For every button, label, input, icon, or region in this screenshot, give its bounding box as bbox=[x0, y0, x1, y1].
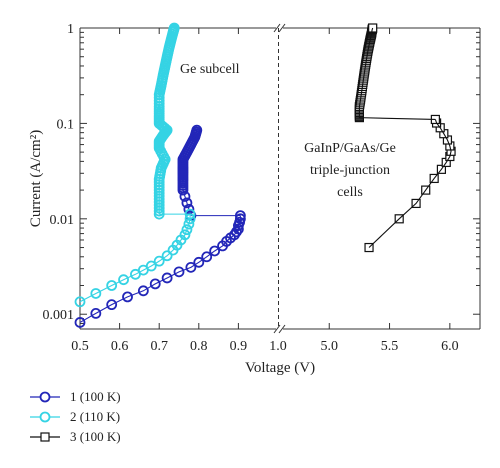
legend-swatch bbox=[30, 411, 60, 423]
y-tick-label: 1 bbox=[67, 22, 74, 37]
data-point bbox=[145, 260, 157, 272]
legend-item: 3 (100 K) bbox=[28, 427, 121, 447]
data-point bbox=[106, 299, 118, 311]
annotation-ge-subcell: Ge subcell bbox=[180, 62, 240, 77]
legend-marker bbox=[39, 411, 51, 423]
series-3-100-k- bbox=[354, 23, 456, 253]
legend-swatch bbox=[30, 432, 60, 442]
legend-item: 2 (110 K) bbox=[28, 407, 121, 427]
plot-area bbox=[74, 22, 456, 328]
data-point bbox=[201, 251, 213, 263]
x-tick-label: 5.5 bbox=[381, 339, 399, 354]
axis-break-mark-top bbox=[273, 23, 281, 33]
annotation-triple-junction: triple-junction bbox=[310, 163, 390, 178]
axis-break-mark-top bbox=[278, 23, 286, 33]
legend-label: 2 (110 K) bbox=[70, 409, 121, 424]
x-tick-label: 0.6 bbox=[111, 339, 129, 354]
data-point bbox=[118, 274, 129, 286]
data-point bbox=[193, 256, 205, 268]
data-point bbox=[168, 22, 180, 34]
x-tick-label: 0.9 bbox=[230, 339, 248, 354]
legend-label: 1 (100 K) bbox=[70, 389, 121, 404]
y-tick-label: 0.01 bbox=[50, 213, 75, 228]
chart-figure: 0.001 0.01 0.1 1 0.5 0.6 0.7 0.8 0.9 1.0 5.0 5.5 6.0… bbox=[28, 22, 481, 376]
legend-item: 1 (100 K) bbox=[28, 387, 121, 407]
legend: 1 (100 K) 2 (110 K) 3 (100 K) bbox=[28, 387, 121, 447]
legend-label: 3 (100 K) bbox=[70, 429, 121, 444]
annotation-triple-junction: GaInP/GaAs/Ge bbox=[304, 141, 396, 156]
data-point bbox=[234, 213, 246, 225]
data-point bbox=[183, 218, 195, 230]
series-line bbox=[79, 215, 241, 323]
x-tick-label: 5.0 bbox=[320, 339, 338, 354]
data-point bbox=[231, 226, 242, 238]
series-2-110-k- bbox=[74, 22, 196, 308]
y-axis-label: Current (A/cm²) bbox=[28, 130, 44, 227]
data-point bbox=[161, 250, 173, 262]
data-point bbox=[191, 124, 203, 136]
y-tick-label: 0.001 bbox=[43, 308, 75, 323]
series-line bbox=[79, 214, 191, 303]
x-tick-label: 1.0 bbox=[269, 339, 287, 354]
data-point bbox=[122, 291, 133, 303]
series-line bbox=[368, 119, 452, 248]
data-point bbox=[185, 261, 197, 273]
series-branch-line bbox=[358, 27, 374, 118]
data-point bbox=[90, 288, 102, 299]
axis-break-mark-bottom bbox=[273, 324, 281, 334]
data-point bbox=[106, 280, 118, 291]
data-point bbox=[173, 266, 185, 278]
data-point bbox=[179, 229, 191, 241]
data-point bbox=[209, 245, 221, 257]
x-tick-label: 0.5 bbox=[71, 339, 89, 354]
data-point bbox=[153, 255, 165, 267]
data-point bbox=[74, 296, 86, 308]
x-tick-label: 0.7 bbox=[150, 339, 168, 354]
data-point bbox=[130, 268, 141, 280]
data-point bbox=[74, 317, 86, 328]
data-point bbox=[181, 224, 193, 236]
x-tick-label: 6.0 bbox=[441, 339, 459, 354]
legend-marker bbox=[40, 432, 50, 442]
annotation-triple-junction: cells bbox=[337, 185, 363, 200]
x-axis-label: Voltage (V) bbox=[245, 360, 315, 376]
series-jump-line bbox=[359, 117, 436, 121]
data-point bbox=[90, 308, 102, 319]
data-point bbox=[137, 285, 149, 297]
series-branch-line bbox=[158, 27, 175, 215]
series-branch-line bbox=[182, 129, 198, 216]
chart-labels: 0.001 0.01 0.1 1 0.5 0.6 0.7 0.8 0.9 1.0 5.0 5.5 6.0… bbox=[28, 22, 459, 376]
y-tick-label: 0.1 bbox=[57, 117, 75, 132]
axis-break-mark-bottom bbox=[278, 324, 286, 334]
data-point bbox=[149, 278, 161, 290]
x-tick-label: 0.8 bbox=[190, 339, 208, 354]
data-point bbox=[181, 197, 193, 209]
legend-swatch bbox=[30, 391, 60, 403]
data-point bbox=[161, 272, 173, 284]
legend-marker bbox=[39, 391, 51, 403]
